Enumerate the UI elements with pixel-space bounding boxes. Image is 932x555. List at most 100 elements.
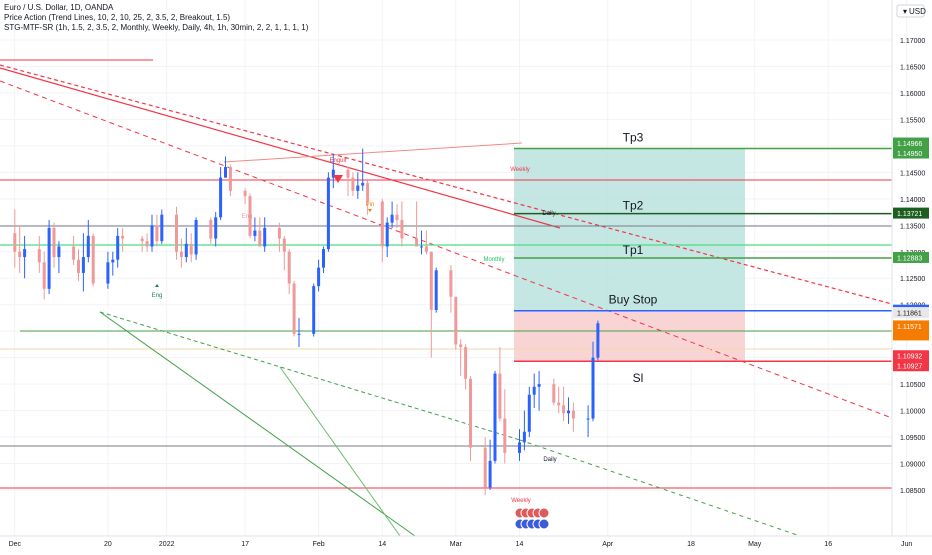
annotation-weekly: Weekly (510, 167, 530, 173)
time-tick-label: 20 (104, 541, 112, 548)
candle-body (503, 418, 507, 453)
candle-body (395, 214, 399, 220)
candle-body (253, 230, 257, 236)
level-label-buy-stop: Buy Stop (609, 293, 658, 307)
candle-body (145, 241, 149, 247)
candle-body (175, 214, 178, 252)
candle-body (214, 217, 218, 239)
candle-body (189, 243, 193, 255)
candle-body (224, 167, 227, 178)
time-tick-label: Dec (9, 541, 22, 548)
candle-body (322, 249, 325, 268)
candle-body (179, 251, 183, 258)
candle-body (552, 384, 556, 403)
candle-body (243, 190, 247, 197)
eng-marker-icon (155, 284, 159, 287)
currency-badge-box (896, 4, 925, 18)
candle-body (518, 442, 521, 453)
candle-body (150, 225, 154, 247)
time-tick-label: 18 (687, 541, 695, 548)
candle-body (23, 249, 27, 258)
candle-body (228, 167, 232, 191)
candle-body (277, 227, 281, 239)
candle-body (380, 201, 384, 247)
candle-body (219, 177, 223, 218)
candle-body (356, 185, 360, 191)
annotation-daily: Daily (542, 211, 555, 217)
trade-zones (514, 148, 745, 362)
price-tick-label: 1.14000 (900, 197, 925, 204)
price-tick-label: 1.08500 (900, 488, 925, 495)
candle-body (454, 296, 458, 345)
candle-body (184, 243, 188, 258)
price-axis[interactable]: 1.170001.165001.160001.155001.150001.145… (893, 38, 929, 495)
support-trend-line-thin (279, 366, 401, 537)
price-tick-label: 1.15500 (900, 117, 925, 124)
pin-marker-icon (368, 209, 372, 212)
candle-body (366, 182, 370, 202)
candle-body (469, 378, 472, 448)
stop-zone (514, 310, 745, 362)
price-tick-label: 1.17000 (900, 38, 925, 45)
indicator-price-action[interactable]: Price Action (Trend Lines, 10, 2, 10, 25… (4, 13, 231, 22)
time-axis[interactable]: Dec20202217Feb14Mar14Apr18May16Jun20 (9, 541, 932, 548)
symbol-title[interactable]: Euro / U.S. Dollar, 1D, OANDA (4, 3, 114, 12)
price-badge (893, 147, 929, 159)
candle-body (140, 238, 144, 242)
time-tick-label: 14 (516, 541, 524, 548)
candle-body (194, 220, 198, 255)
target-zone (514, 148, 745, 311)
candle-body (562, 405, 566, 414)
candle-body (91, 235, 95, 284)
time-tick-label: 2022 (159, 541, 175, 548)
price-tick-label: 1.10000 (900, 409, 925, 416)
candle-body (586, 418, 590, 420)
time-tick-label: Mar (450, 541, 463, 548)
price-tick-label: 1.13500 (900, 223, 925, 230)
candle-body (263, 227, 267, 247)
candle-body (351, 177, 355, 191)
currency-badge-arrow: ▾ (903, 7, 907, 16)
candle-body (18, 251, 22, 258)
annotation-daily-low: Daily (543, 457, 556, 463)
level-label-tp2: Tp2 (623, 199, 644, 213)
candle-body (86, 235, 90, 258)
candle-body (209, 220, 213, 239)
annotations-layer: Engulf Eng Eng Pin Weekly Daily Monthly Daily We… (152, 158, 557, 504)
currency-badge[interactable]: ▾ USD (896, 4, 926, 18)
support-trend-line-dashed (99, 311, 521, 441)
indicator-stg-mtf-sr[interactable]: STG-MTF-SR (1h, 1.5, 2, 3.5, 2, Monthly,… (4, 23, 309, 32)
candle-body (596, 323, 600, 358)
level-label-sl: Sl (633, 371, 644, 385)
candle-body (287, 251, 291, 284)
candle-body (317, 267, 321, 287)
price-tick-label: 1.10500 (900, 382, 925, 389)
price-tick-label: 1.14500 (900, 170, 925, 177)
candle-body (390, 214, 394, 223)
time-tick-label: 14 (378, 541, 386, 548)
price-badge-label: 1.14950 (897, 151, 922, 158)
time-tick-label: May (748, 541, 762, 548)
annotation-pin: Pin (366, 202, 375, 208)
candle-body (532, 386, 536, 395)
chart-legend: Euro / U.S. Dollar, 1D, OANDA Price Acti… (4, 3, 308, 33)
flag-icon (538, 518, 550, 530)
candles-layer (13, 148, 600, 496)
price-tick-label: 1.12500 (900, 276, 925, 283)
flag-icon (538, 507, 550, 519)
candle-body (346, 169, 350, 178)
trend-line-weekly (0, 67, 561, 229)
candle-body (248, 196, 252, 236)
flag-icons[interactable] (514, 507, 550, 530)
price-tick-label: 1.09000 (900, 462, 925, 469)
time-tick-label: Feb (313, 541, 325, 548)
price-tick-label: 1.09500 (900, 435, 925, 442)
price-tick-label: 1.16500 (900, 64, 925, 71)
candle-body (449, 270, 453, 297)
candle-body (77, 259, 80, 273)
support-trend-projection (519, 439, 801, 537)
candle-body (72, 246, 76, 260)
candle-body (385, 222, 389, 247)
